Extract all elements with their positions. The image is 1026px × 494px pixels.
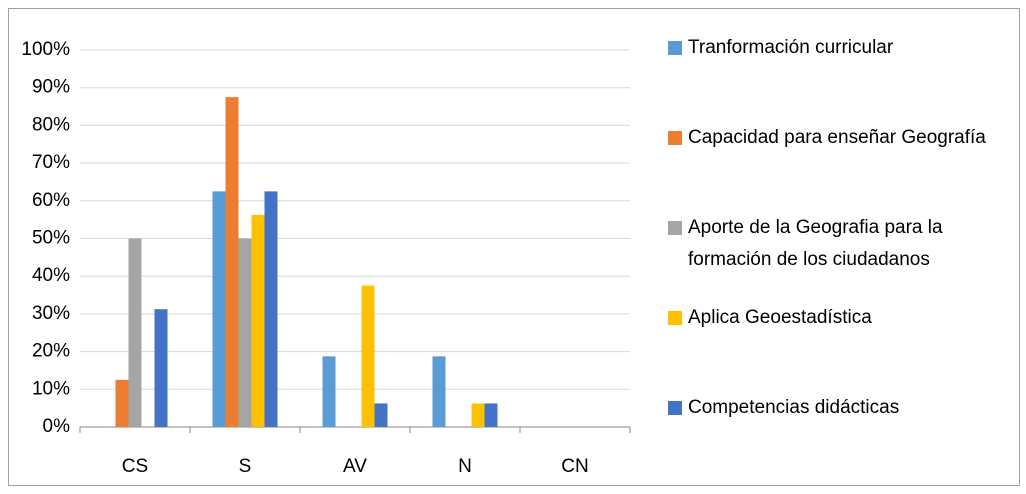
- bar: [432, 356, 446, 427]
- y-tick-label: 30%: [32, 303, 70, 324]
- bar: [484, 403, 498, 427]
- bar: [322, 356, 336, 427]
- y-tick-label: 0%: [43, 416, 71, 437]
- legend-swatch: [668, 311, 682, 325]
- bar: [374, 403, 388, 427]
- y-tick-label: 10%: [32, 378, 70, 399]
- legend-item: Capacidad para enseñar Geografía: [668, 122, 1018, 154]
- y-tick-label: 80%: [32, 114, 70, 135]
- y-tick-label: 70%: [32, 152, 70, 173]
- x-tick-label: S: [239, 456, 252, 477]
- legend-label: Aporte de la Geografia para la formación…: [688, 217, 943, 270]
- y-tick-label: 40%: [32, 265, 70, 286]
- bar: [115, 379, 129, 427]
- bar: [238, 238, 252, 427]
- y-tick-label: 100%: [21, 39, 70, 60]
- x-tick-label: AV: [343, 456, 367, 477]
- y-tick-label: 20%: [32, 341, 70, 362]
- legend-item: Tranformación curricular: [668, 32, 1018, 64]
- legend-label: Aplica Geoestadística: [688, 307, 872, 328]
- legend-item: Aporte de la Geografia para la formación…: [668, 212, 1018, 276]
- legend-label: Competencias didácticas: [688, 397, 900, 418]
- bar: [471, 403, 485, 427]
- legend-swatch: [668, 41, 682, 55]
- legend-item: Aplica Geoestadística: [668, 302, 1018, 334]
- bar: [251, 214, 265, 427]
- y-tick-label: 60%: [32, 190, 70, 211]
- legend-label: Capacidad para enseñar Geografía: [688, 127, 986, 148]
- bar: [154, 309, 168, 427]
- x-tick-label: CS: [122, 456, 148, 477]
- legend-swatch: [668, 221, 682, 235]
- x-tick-label: CN: [561, 456, 588, 477]
- x-tick-label: N: [458, 456, 472, 477]
- legend-item: Competencias didácticas: [668, 392, 1018, 424]
- bar: [128, 238, 142, 427]
- legend-swatch: [668, 401, 682, 415]
- bar: [212, 191, 226, 427]
- bar: [361, 285, 375, 427]
- y-tick-label: 50%: [32, 228, 70, 249]
- bar: [264, 191, 278, 427]
- legend-label: Tranformación curricular: [688, 37, 894, 58]
- y-tick-label: 90%: [32, 77, 70, 98]
- legend-swatch: [668, 131, 682, 145]
- bar: [225, 97, 239, 427]
- frame: [8, 8, 1020, 486]
